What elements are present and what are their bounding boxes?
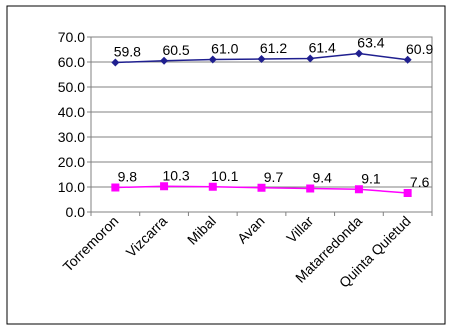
data-point	[306, 54, 315, 63]
data-label: 9.1	[361, 170, 381, 186]
data-label: 9.8	[118, 169, 138, 185]
data-label: 60.9	[406, 41, 433, 57]
data-point	[160, 182, 169, 191]
data-label: 7.6	[410, 174, 430, 190]
data-label: 61.2	[260, 40, 287, 56]
data-point	[403, 55, 412, 64]
data-label: 9.7	[264, 169, 284, 185]
data-label: 61.0	[211, 41, 238, 57]
y-tick-label: 40.0	[58, 104, 85, 120]
data-label: 63.4	[357, 35, 384, 51]
y-tick-label: 50.0	[58, 79, 85, 95]
data-label: 10.1	[211, 168, 238, 184]
y-tick-label: 30.0	[58, 129, 85, 145]
y-axis-ticks: 0.0 10.0 20.0 30.0 40.0 50.0 60.0 70.0	[58, 29, 91, 220]
y-tick-label: 0.0	[66, 204, 86, 220]
data-label: 59.8	[114, 44, 141, 60]
y-tick-label: 10.0	[58, 179, 85, 195]
data-point	[403, 189, 412, 197]
data-label: 60.5	[162, 42, 189, 58]
y-tick-label: 70.0	[58, 29, 85, 45]
y-tick-label: 20.0	[58, 154, 85, 170]
data-point	[257, 55, 266, 63]
data-point	[111, 58, 120, 67]
y-tick-label: 60.0	[58, 54, 85, 70]
data-point	[354, 185, 363, 194]
data-label: 10.3	[162, 167, 189, 183]
gridlines	[91, 36, 432, 213]
data-label: 61.4	[309, 40, 336, 56]
data-point	[257, 183, 266, 192]
data-point	[160, 56, 169, 65]
data-point	[208, 55, 217, 64]
series-markers	[111, 49, 412, 197]
data-label: 9.4	[312, 170, 332, 186]
data-point	[111, 183, 120, 192]
data-labels: 59.8 60.5 61.0 61.2 61.4 63.4 60.9 9.8 10.3 10.1 9…	[114, 35, 434, 191]
data-point	[208, 182, 217, 191]
data-point	[306, 184, 315, 193]
data-point	[354, 49, 363, 58]
